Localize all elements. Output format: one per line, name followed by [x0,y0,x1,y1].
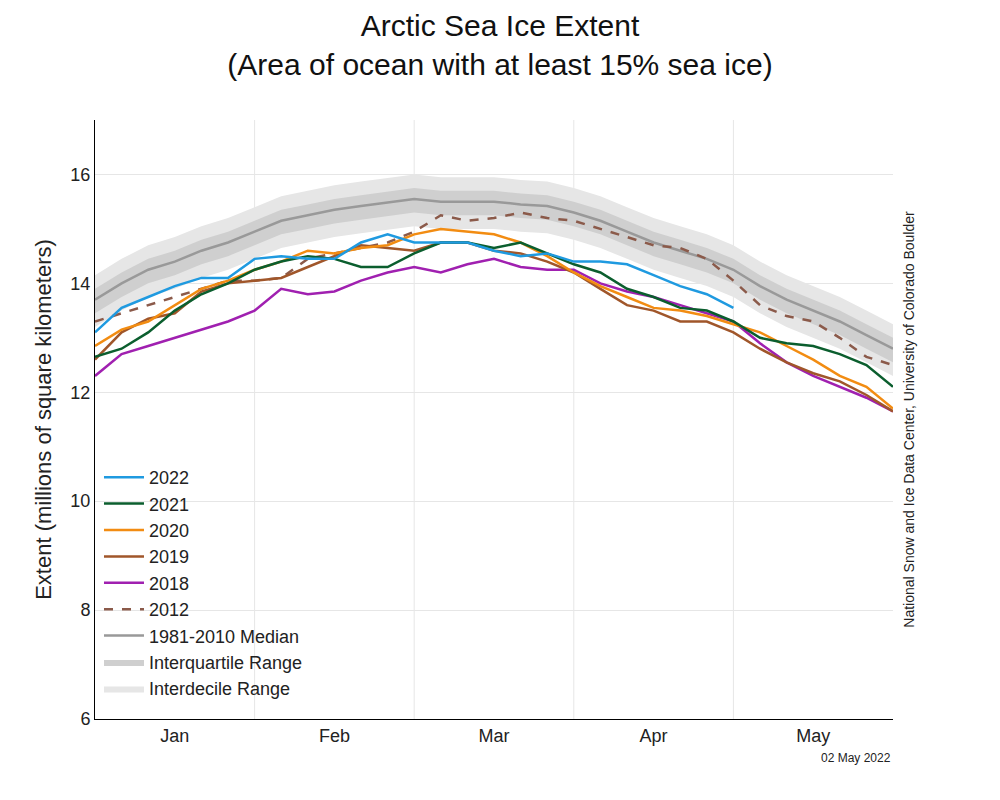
svg-text:1981-2010 Median: 1981-2010 Median [149,627,299,647]
svg-text:Extent (millions of square kil: Extent (millions of square kilometers) [31,239,56,600]
svg-text:2012: 2012 [149,600,189,620]
svg-text:8: 8 [80,600,90,620]
svg-text:Jan: Jan [160,726,189,746]
svg-text:Arctic Sea Ice Extent(Area of: Arctic Sea Ice Extent(Area of ocean with… [227,9,772,81]
svg-text:Mar: Mar [479,726,510,746]
svg-text:12: 12 [70,383,90,403]
svg-text:2018: 2018 [149,574,189,594]
svg-text:2022: 2022 [149,468,189,488]
svg-text:Interquartile Range: Interquartile Range [149,653,302,673]
svg-text:10: 10 [70,491,90,511]
svg-text:14: 14 [70,274,90,294]
svg-text:National Snow and Ice Data Cen: National Snow and Ice Data Center, Unive… [901,211,917,628]
svg-text:Interdecile Range: Interdecile Range [149,679,290,699]
svg-text:2020: 2020 [149,521,189,541]
svg-text:02 May 2022: 02 May 2022 [821,751,891,765]
svg-text:Apr: Apr [640,726,668,746]
svg-text:6: 6 [80,709,90,729]
svg-text:16: 16 [70,165,90,185]
svg-text:May: May [796,726,830,746]
svg-text:2019: 2019 [149,547,189,567]
svg-text:2021: 2021 [149,495,189,515]
svg-text:Feb: Feb [319,726,350,746]
